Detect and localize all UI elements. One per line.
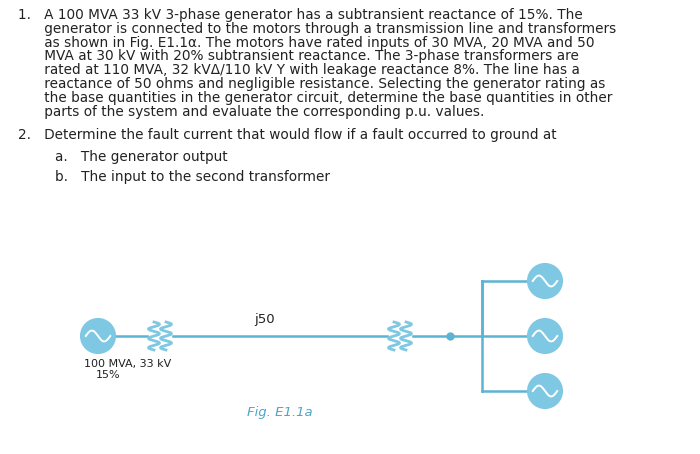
Text: Fig. E1.1a: Fig. E1.1a <box>247 406 313 419</box>
Circle shape <box>528 264 562 298</box>
Circle shape <box>81 319 115 353</box>
Circle shape <box>528 319 562 353</box>
Text: as shown in Fig. E1.1α. The motors have rated inputs of 30 MVA, 20 MVA and 50: as shown in Fig. E1.1α. The motors have … <box>18 35 594 49</box>
Text: rated at 110 MVA, 32 kVΔ/110 kV Y with leakage reactance 8%. The line has a: rated at 110 MVA, 32 kVΔ/110 kV Y with l… <box>18 63 580 77</box>
Text: 2.   Determine the fault current that would flow if a fault occurred to ground a: 2. Determine the fault current that woul… <box>18 128 557 143</box>
Text: b.   The input to the second transformer: b. The input to the second transformer <box>55 170 330 184</box>
Text: a.   The generator output: a. The generator output <box>55 150 228 164</box>
Text: parts of the system and evaluate the corresponding p.u. values.: parts of the system and evaluate the cor… <box>18 104 484 118</box>
Text: 1.   A 100 MVA 33 kV 3-phase generator has a subtransient reactance of 15%. The: 1. A 100 MVA 33 kV 3-phase generator has… <box>18 8 582 22</box>
Text: 15%: 15% <box>96 370 120 380</box>
Text: the base quantities in the generator circuit, determine the base quantities in o: the base quantities in the generator cir… <box>18 91 612 105</box>
Text: j50: j50 <box>255 313 275 326</box>
Circle shape <box>528 374 562 408</box>
Text: 100 MVA, 33 kV: 100 MVA, 33 kV <box>84 359 172 369</box>
Text: reactance of 50 ohms and negligible resistance. Selecting the generator rating a: reactance of 50 ohms and negligible resi… <box>18 77 606 91</box>
Text: MVA at 30 kV with 20% subtransient reactance. The 3-phase transformers are: MVA at 30 kV with 20% subtransient react… <box>18 49 579 64</box>
Text: generator is connected to the motors through a transmission line and transformer: generator is connected to the motors thr… <box>18 22 616 36</box>
